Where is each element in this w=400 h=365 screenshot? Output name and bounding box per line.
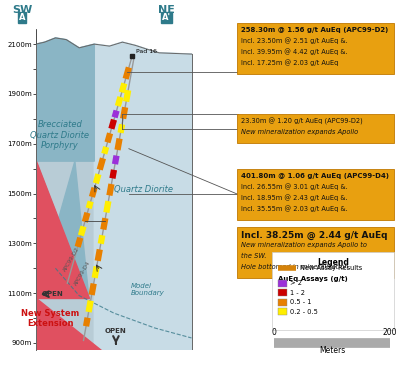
Text: 23.30m @ 1.20 g/t AuEq (APC99-D2): 23.30m @ 1.20 g/t AuEq (APC99-D2): [241, 118, 363, 125]
Bar: [278, 299, 287, 306]
Bar: [278, 280, 287, 287]
Text: Incl. 26.55m @ 3.01 g/t AuEq &.: Incl. 26.55m @ 3.01 g/t AuEq &.: [241, 184, 348, 190]
FancyBboxPatch shape: [272, 252, 394, 330]
Text: SW: SW: [12, 5, 32, 15]
Text: 0.2 - 0.5: 0.2 - 0.5: [290, 309, 318, 315]
Text: Incl. 18.95m @ 2.43 g/t AuEq &.: Incl. 18.95m @ 2.43 g/t AuEq &.: [241, 195, 348, 201]
Text: A': A': [162, 13, 170, 22]
Text: 258.30m @ 1.56 g/t AuEq (APC99-D2): 258.30m @ 1.56 g/t AuEq (APC99-D2): [241, 27, 388, 32]
Text: OPEN: OPEN: [41, 291, 63, 297]
Text: Quartz Diorite: Quartz Diorite: [114, 185, 174, 194]
Text: APC99-D4: APC99-D4: [73, 260, 92, 287]
Text: the SW.: the SW.: [241, 253, 267, 259]
FancyBboxPatch shape: [237, 227, 394, 278]
Polygon shape: [36, 161, 89, 298]
Text: 401.80m @ 1.06 g/t AuEq (APC99-D4): 401.80m @ 1.06 g/t AuEq (APC99-D4): [241, 173, 389, 178]
Text: New mineralization expands Apollo to: New mineralization expands Apollo to: [241, 242, 367, 248]
Text: A: A: [19, 13, 25, 22]
Text: OPEN: OPEN: [105, 328, 127, 334]
Text: 200: 200: [383, 328, 397, 337]
Text: New mineralization expands Apollo: New mineralization expands Apollo: [241, 129, 358, 135]
Polygon shape: [36, 298, 101, 350]
Polygon shape: [36, 38, 192, 350]
Polygon shape: [94, 42, 192, 350]
Text: NE: NE: [158, 5, 174, 15]
Text: 0: 0: [272, 328, 276, 337]
Text: 1 - 2: 1 - 2: [290, 290, 305, 296]
FancyBboxPatch shape: [237, 169, 394, 220]
Text: Incl. 23.50m @ 2.51 g/t AuEq &.: Incl. 23.50m @ 2.51 g/t AuEq &.: [241, 38, 348, 44]
FancyBboxPatch shape: [237, 114, 394, 143]
Polygon shape: [36, 38, 94, 350]
Text: Incl. 38.25m @ 2.44 g/t AuEq: Incl. 38.25m @ 2.44 g/t AuEq: [241, 231, 388, 240]
Text: Incl. 17.25m @ 2.03 g/t AuEq: Incl. 17.25m @ 2.03 g/t AuEq: [241, 59, 338, 66]
Text: Model
Boundary: Model Boundary: [131, 283, 165, 296]
Text: > 2: > 2: [290, 280, 302, 286]
Text: Incl. 39.95m @ 4.42 g/t AuEq &.: Incl. 39.95m @ 4.42 g/t AuEq &.: [241, 49, 348, 55]
Text: Pad 16: Pad 16: [136, 49, 158, 54]
Bar: [278, 308, 287, 315]
Text: Meters: Meters: [319, 346, 345, 355]
Bar: [278, 289, 287, 296]
Text: 0.5 - 1: 0.5 - 1: [290, 299, 311, 305]
Polygon shape: [36, 161, 89, 298]
Text: APC99-D2: APC99-D2: [62, 246, 81, 272]
Text: New Assay Results: New Assay Results: [300, 265, 362, 270]
Text: Hole bottomed in mineralization.: Hole bottomed in mineralization.: [241, 264, 351, 270]
Text: AuEq Assays (g/t): AuEq Assays (g/t): [278, 276, 348, 281]
Text: Legend: Legend: [317, 258, 349, 267]
Text: New System
Extension: New System Extension: [21, 308, 79, 328]
Text: Brecciated
Quartz Diorite
Porphyry: Brecciated Quartz Diorite Porphyry: [30, 120, 89, 150]
Text: Incl. 35.55m @ 2.03 g/t AuEq &.: Incl. 35.55m @ 2.03 g/t AuEq &.: [241, 205, 348, 212]
FancyBboxPatch shape: [237, 23, 394, 74]
